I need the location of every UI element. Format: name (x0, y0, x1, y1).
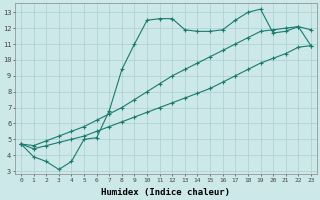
X-axis label: Humidex (Indice chaleur): Humidex (Indice chaleur) (101, 188, 230, 197)
